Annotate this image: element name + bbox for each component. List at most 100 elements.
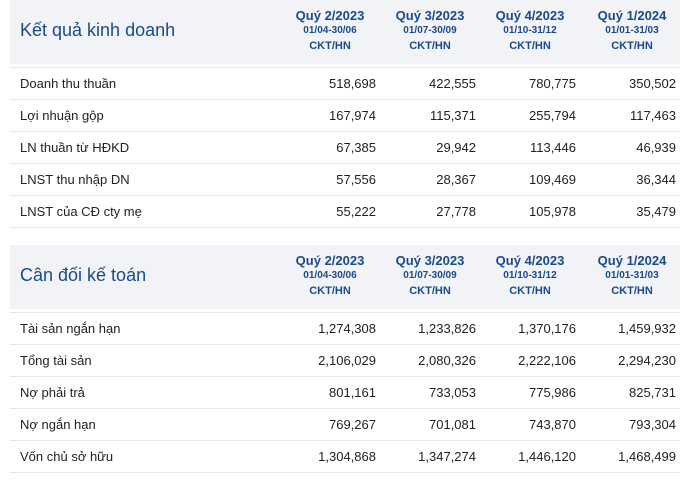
income-statement-section: Kết quả kinh doanh Quý 2/2023 01/04-30/0…	[10, 0, 680, 228]
row-value: 743,870	[529, 417, 576, 432]
row-value: 775,986	[529, 385, 576, 400]
period-label[interactable]: Quý 3/2023	[395, 253, 465, 268]
row-label: LNST thu nhập DN	[20, 172, 130, 187]
row-value: 255,794	[529, 108, 576, 123]
row-value: 2,222,106	[518, 353, 576, 368]
row-value: 46,939	[636, 140, 676, 155]
income-header: Kết quả kinh doanh Quý 2/2023 01/04-30/0…	[10, 0, 680, 64]
row-value: 1,274,308	[318, 321, 376, 336]
row-value: 167,974	[329, 108, 376, 123]
section-title: Kết quả kinh doanh	[20, 20, 176, 40]
period-unit: CKT/HN	[611, 40, 653, 52]
row-value: 35,479	[636, 204, 676, 219]
row-value: 57,556	[336, 172, 376, 187]
period-label[interactable]: Quý 1/2024	[597, 8, 667, 23]
row-value: 801,161	[329, 385, 376, 400]
period-label[interactable]: Quý 3/2023	[395, 8, 465, 23]
period-range: 01/07-30/09	[403, 25, 457, 36]
row-value: 1,304,868	[318, 449, 376, 464]
table-row: LNST của CĐ cty mẹ 55,222 27,778 105,978…	[10, 196, 680, 228]
row-label: Lợi nhuận gộp	[20, 108, 104, 123]
table-row: LNST thu nhập DN 57,556 28,367 109,469 3…	[10, 164, 680, 196]
period-unit: CKT/HN	[309, 285, 351, 297]
row-value: 29,942	[436, 140, 476, 155]
row-value: 109,469	[529, 172, 576, 187]
row-label: Vốn chủ sở hữu	[20, 449, 114, 464]
balance-sheet-section: Cân đối kế toán Quý 2/2023 01/04-30/06 C…	[10, 245, 680, 473]
table-row: Tài sản ngắn hạn 1,274,308 1,233,826 1,3…	[10, 312, 680, 345]
row-value: 1,446,120	[518, 449, 576, 464]
row-value: 67,385	[336, 140, 376, 155]
period-unit: CKT/HN	[611, 285, 653, 297]
row-value: 105,978	[529, 204, 576, 219]
row-value: 518,698	[329, 76, 376, 91]
row-value: 1,459,932	[618, 321, 676, 336]
period-label[interactable]: Quý 2/2023	[295, 253, 365, 268]
table-row: Lợi nhuận gộp 167,974 115,371 255,794 11…	[10, 100, 680, 132]
period-label[interactable]: Quý 1/2024	[597, 253, 667, 268]
period-unit: CKT/HN	[509, 285, 551, 297]
period-range: 01/10-31/12	[503, 270, 557, 281]
table-row: Nợ ngắn hạn 769,267 701,081 743,870 793,…	[10, 409, 680, 441]
row-value: 769,267	[329, 417, 376, 432]
period-range: 01/07-30/09	[403, 270, 457, 281]
row-value: 117,463	[629, 108, 676, 123]
row-value: 28,367	[436, 172, 476, 187]
row-value: 27,778	[436, 204, 476, 219]
period-label[interactable]: Quý 4/2023	[495, 8, 565, 23]
period-header[interactable]: Quý 3/2023 01/07-30/09 CKT/HN	[380, 252, 480, 299]
table-row: Doanh thu thuần 518,698 422,555 780,775 …	[10, 67, 680, 100]
row-value: 55,222	[336, 204, 376, 219]
balance-header: Cân đối kế toán Quý 2/2023 01/04-30/06 C…	[10, 245, 680, 309]
period-header[interactable]: Quý 1/2024 01/01-31/03 CKT/HN	[582, 252, 682, 299]
row-value: 1,370,176	[518, 321, 576, 336]
row-value: 793,304	[629, 417, 676, 432]
row-value: 1,468,499	[618, 449, 676, 464]
row-value: 780,775	[529, 76, 576, 91]
period-unit: CKT/HN	[509, 40, 551, 52]
row-value: 1,233,826	[418, 321, 476, 336]
table-row: Tổng tài sản 2,106,029 2,080,326 2,222,1…	[10, 345, 680, 377]
row-value: 825,731	[629, 385, 676, 400]
period-unit: CKT/HN	[409, 285, 451, 297]
table-row: LN thuần từ HĐKD 67,385 29,942 113,446 4…	[10, 132, 680, 164]
row-value: 113,446	[529, 140, 576, 155]
period-range: 01/10-31/12	[503, 25, 557, 36]
period-range: 01/01-31/03	[605, 270, 659, 281]
row-label: Doanh thu thuần	[20, 76, 117, 91]
row-label: LNST của CĐ cty mẹ	[20, 204, 142, 219]
balance-rows: Tài sản ngắn hạn 1,274,308 1,233,826 1,3…	[10, 312, 680, 473]
row-label: LN thuần từ HĐKD	[20, 140, 130, 155]
income-rows: Doanh thu thuần 518,698 422,555 780,775 …	[10, 67, 680, 228]
row-value: 2,106,029	[318, 353, 376, 368]
row-value: 350,502	[629, 76, 676, 91]
row-value: 36,344	[636, 172, 676, 187]
table-row: Nợ phải trả 801,161 733,053 775,986 825,…	[10, 377, 680, 409]
table-row: Vốn chủ sở hữu 1,304,868 1,347,274 1,446…	[10, 441, 680, 473]
section-title: Cân đối kế toán	[20, 265, 147, 285]
period-header[interactable]: Quý 2/2023 01/04-30/06 CKT/HN	[280, 7, 380, 54]
period-unit: CKT/HN	[409, 40, 451, 52]
row-value: 2,080,326	[418, 353, 476, 368]
row-value: 115,371	[429, 108, 476, 123]
period-label[interactable]: Quý 2/2023	[295, 8, 365, 23]
period-label[interactable]: Quý 4/2023	[495, 253, 565, 268]
row-value: 701,081	[429, 417, 476, 432]
period-range: 01/04-30/06	[303, 270, 357, 281]
row-label: Nợ phải trả	[20, 385, 85, 400]
row-value: 422,555	[429, 76, 476, 91]
row-label: Tổng tài sản	[20, 353, 92, 368]
row-value: 2,294,230	[618, 353, 676, 368]
period-header[interactable]: Quý 1/2024 01/01-31/03 CKT/HN	[582, 7, 682, 54]
period-range: 01/01-31/03	[605, 25, 659, 36]
period-unit: CKT/HN	[309, 40, 351, 52]
period-header[interactable]: Quý 4/2023 01/10-31/12 CKT/HN	[480, 7, 580, 54]
row-label: Tài sản ngắn hạn	[20, 321, 121, 336]
row-value: 733,053	[429, 385, 476, 400]
period-header[interactable]: Quý 3/2023 01/07-30/09 CKT/HN	[380, 7, 480, 54]
row-value: 1,347,274	[418, 449, 476, 464]
period-header[interactable]: Quý 2/2023 01/04-30/06 CKT/HN	[280, 252, 380, 299]
period-header[interactable]: Quý 4/2023 01/10-31/12 CKT/HN	[480, 252, 580, 299]
row-label: Nợ ngắn hạn	[20, 417, 96, 432]
